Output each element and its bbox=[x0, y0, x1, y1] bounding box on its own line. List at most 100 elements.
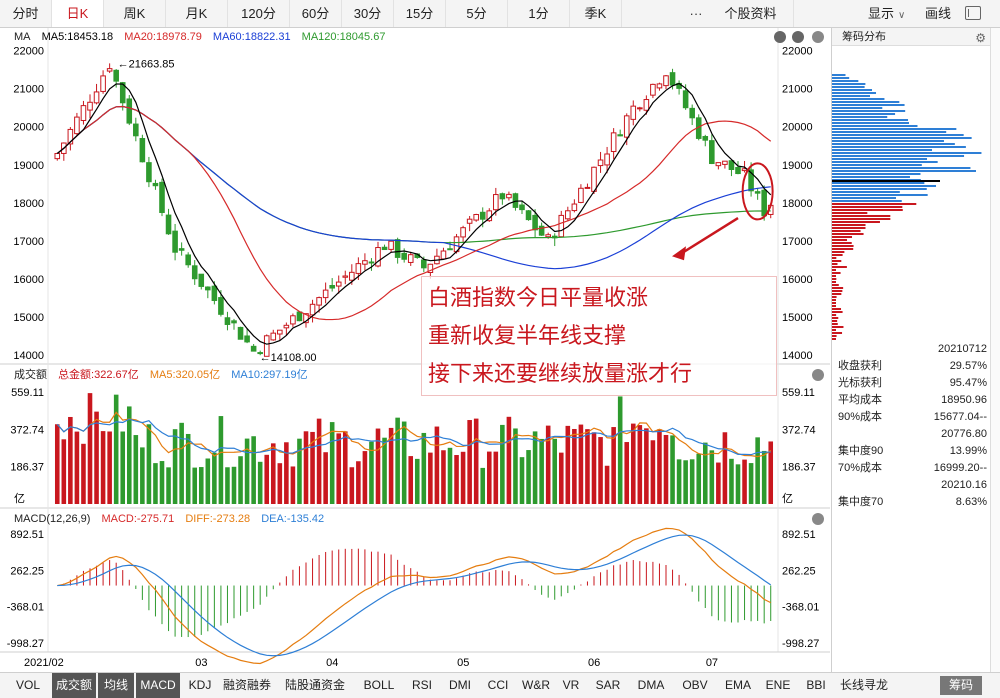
candle bbox=[342, 275, 349, 278]
chip-stat-label: 光标获利 bbox=[838, 377, 882, 389]
chip-toggle-button[interactable]: 筹码 bbox=[940, 676, 982, 695]
tab-indicator-12[interactable]: VR bbox=[562, 678, 580, 692]
tab-indicator-9[interactable]: DMI bbox=[449, 678, 471, 692]
tab-period-0[interactable]: 分时 bbox=[0, 0, 52, 27]
vol-ma10-legend: MA10:297.19亿 bbox=[231, 369, 308, 381]
zoom-in-icon[interactable] bbox=[774, 31, 786, 43]
volume-bar bbox=[539, 438, 544, 504]
volume-bar bbox=[532, 431, 538, 504]
tab-indicator-8[interactable]: RSI bbox=[411, 678, 432, 692]
chart-area[interactable]: 22000 22000 21000 21000 20000 20000 19000 19000… bbox=[0, 28, 830, 672]
tab-indicator-15[interactable]: OBV bbox=[682, 678, 708, 692]
chip-bar bbox=[832, 134, 964, 136]
window-toggle-icon[interactable] bbox=[965, 6, 981, 20]
chip-bar bbox=[832, 104, 905, 106]
volume-bar bbox=[454, 455, 459, 504]
tab-indicator-3[interactable]: MACD bbox=[136, 673, 180, 698]
chip-bar bbox=[832, 143, 955, 145]
tab-period-7[interactable]: 15分 bbox=[394, 0, 446, 27]
tab-indicator-6[interactable]: 陆股通资金 bbox=[284, 678, 345, 692]
tab-stock-info[interactable]: 个股资料 bbox=[708, 0, 794, 27]
chip-bar bbox=[832, 230, 861, 232]
tab-period-1[interactable]: 日K bbox=[52, 0, 104, 27]
tab-period-6[interactable]: 30分 bbox=[342, 0, 394, 27]
chip-bar bbox=[832, 227, 866, 229]
tab-period-8[interactable]: 5分 bbox=[446, 0, 508, 27]
macd-legend-name: MACD(12,26,9) bbox=[14, 513, 91, 525]
candle bbox=[715, 162, 722, 167]
tab-period-10[interactable]: 季K bbox=[570, 0, 622, 27]
gear-icon[interactable] bbox=[812, 31, 824, 43]
chip-bar bbox=[832, 176, 910, 178]
total-amount-legend: 总金额:322.67亿 bbox=[58, 369, 139, 381]
zoom-out-icon[interactable] bbox=[792, 31, 804, 43]
candle bbox=[80, 105, 87, 121]
tab-period-3[interactable]: 月K bbox=[166, 0, 228, 27]
volume-bar bbox=[683, 460, 688, 504]
candle bbox=[133, 123, 139, 137]
candle bbox=[54, 153, 61, 160]
tab-indicator-13[interactable]: SAR bbox=[595, 678, 621, 692]
chart-canvas[interactable]: 22000 22000 21000 21000 20000 20000 19000 19000… bbox=[0, 28, 830, 672]
display-button[interactable]: 显示 ∨ bbox=[868, 0, 920, 27]
tab-period-5[interactable]: 60分 bbox=[290, 0, 342, 27]
tab-indicator-18[interactable]: BBI bbox=[806, 678, 826, 692]
volume-bar bbox=[244, 438, 250, 504]
draw-line-button[interactable]: 画线 bbox=[925, 6, 952, 21]
volume-bar bbox=[473, 418, 479, 504]
gear-icon[interactable] bbox=[812, 513, 824, 525]
candle bbox=[630, 105, 637, 120]
tab-indicator-14[interactable]: DMA bbox=[637, 678, 665, 692]
chip-bar bbox=[832, 137, 972, 139]
tab-indicator-0[interactable]: VOL bbox=[15, 678, 40, 692]
macd-tick-label-left: -998.27 bbox=[7, 638, 44, 650]
chip-bar bbox=[832, 164, 922, 166]
chip-bar bbox=[832, 320, 838, 322]
volume-legend: 成交额 总金额:322.67亿 MA5:320.05亿 MA10:297.19亿 bbox=[0, 366, 830, 384]
candle bbox=[479, 211, 486, 220]
chip-panel-header: 筹码分布 ⚙ bbox=[832, 28, 990, 46]
chip-stat-value: 20776.80 bbox=[941, 428, 987, 440]
macd-tick-label-left: -368.01 bbox=[7, 602, 44, 614]
chip-bar bbox=[832, 149, 932, 151]
tab-indicator-19[interactable]: 长线寻龙 bbox=[839, 678, 888, 692]
tab-indicator-17[interactable]: ENE bbox=[765, 678, 791, 692]
tab-period-2[interactable]: 周K bbox=[104, 0, 166, 27]
vol-ma5-legend: MA5:320.05亿 bbox=[149, 369, 221, 381]
tab-indicator-5[interactable]: 融资融券 bbox=[222, 678, 271, 692]
tab-indicator-10[interactable]: CCI bbox=[487, 678, 509, 692]
volume-bar bbox=[676, 459, 682, 504]
volume-tick-label-left: 186.37 bbox=[10, 462, 44, 474]
chip-bar bbox=[832, 221, 880, 223]
tab-indicator-11[interactable]: W&R bbox=[522, 678, 550, 692]
chip-bar bbox=[832, 302, 836, 304]
candle bbox=[407, 254, 414, 263]
gear-icon[interactable]: ⚙ bbox=[975, 31, 986, 45]
volume-bar bbox=[552, 438, 558, 504]
chip-bar bbox=[832, 224, 866, 226]
price-tick-label-right: 15000 bbox=[782, 312, 813, 324]
tab-indicator-7[interactable]: BOLL bbox=[363, 678, 395, 692]
candle bbox=[597, 159, 604, 167]
chip-bar bbox=[832, 92, 877, 94]
gear-icon[interactable] bbox=[812, 369, 824, 381]
tab-indicator-16[interactable]: EMA bbox=[724, 678, 751, 692]
tab-period-9[interactable]: 1分 bbox=[508, 0, 570, 27]
chip-bar bbox=[832, 278, 837, 280]
more-icon[interactable]: ··· bbox=[689, 6, 703, 21]
tab-indicator-1[interactable]: 成交额 bbox=[52, 673, 96, 698]
price-tick-label-left: 19000 bbox=[13, 160, 44, 172]
tab-indicator-4[interactable]: KDJ bbox=[188, 678, 212, 692]
price-tick-label-left: 16000 bbox=[13, 274, 44, 286]
volume-bar bbox=[637, 425, 643, 504]
annotation-line-1: 白酒指数今日平量收涨 bbox=[428, 285, 649, 310]
volume-bar bbox=[126, 406, 132, 504]
candle bbox=[237, 326, 244, 340]
chip-date: 20210712 bbox=[938, 343, 987, 355]
volume-bar bbox=[460, 451, 466, 504]
tab-indicator-2[interactable]: 均线 bbox=[98, 673, 134, 698]
price-tick-label-left: 15000 bbox=[13, 312, 44, 324]
tab-period-4[interactable]: 120分 bbox=[228, 0, 290, 27]
macd-value-legend: MACD:-275.71 bbox=[101, 513, 175, 525]
volume-bar bbox=[94, 411, 99, 504]
